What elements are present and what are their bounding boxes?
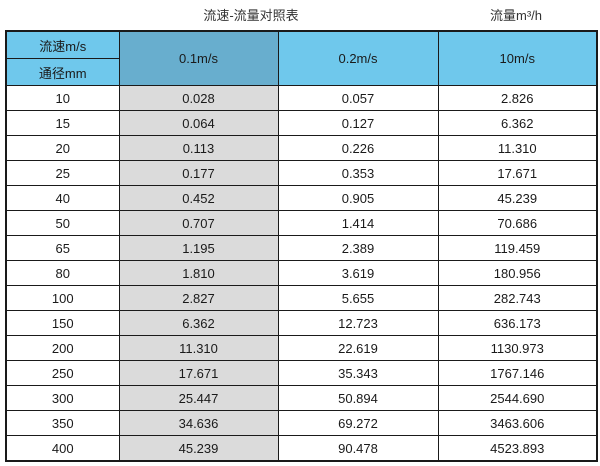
cell-flow-value: 11.310 xyxy=(437,135,598,161)
cell-flow-value: 1767.146 xyxy=(437,360,598,386)
corner-header-diameter: 通径mm xyxy=(5,58,120,86)
table-row: 350 34.636 69.272 3463.606 xyxy=(5,410,598,436)
cell-flow-value: 4523.893 xyxy=(437,435,598,462)
cell-flow-value: 1130.973 xyxy=(437,335,598,361)
cell-diameter: 65 xyxy=(5,235,120,261)
title-bar: 流速-流量对照表 流量m³/h xyxy=(0,0,600,30)
cell-flow-value: 1.810 xyxy=(118,260,279,286)
cell-flow-value: 282.743 xyxy=(437,285,598,311)
cell-diameter: 400 xyxy=(5,435,120,462)
cell-flow-value: 34.636 xyxy=(118,410,279,436)
table-row: 25 0.177 0.353 17.671 xyxy=(5,160,598,186)
cell-flow-value: 2544.690 xyxy=(437,385,598,411)
cell-flow-value: 180.956 xyxy=(437,260,598,286)
cell-flow-value: 11.310 xyxy=(118,335,279,361)
cell-flow-value: 636.173 xyxy=(437,310,598,336)
cell-diameter: 300 xyxy=(5,385,120,411)
page-title: 流速-流量对照表 xyxy=(203,8,299,23)
cell-diameter: 200 xyxy=(5,335,120,361)
cell-flow-value: 0.177 xyxy=(118,160,279,186)
table-row: 300 25.447 50.894 2544.690 xyxy=(5,385,598,411)
cell-flow-value: 45.239 xyxy=(118,435,279,462)
cell-flow-value: 0.127 xyxy=(277,110,439,136)
column-header-0-1ms: 0.1m/s xyxy=(118,30,279,86)
flow-unit-label: 流量m³/h xyxy=(489,8,543,23)
cell-flow-value: 0.028 xyxy=(118,85,279,111)
cell-flow-value: 0.113 xyxy=(118,135,279,161)
cell-flow-value: 35.343 xyxy=(277,360,439,386)
cell-diameter: 350 xyxy=(5,410,120,436)
table-row: 80 1.810 3.619 180.956 xyxy=(5,260,598,286)
cell-diameter: 250 xyxy=(5,360,120,386)
cell-flow-value: 1.195 xyxy=(118,235,279,261)
cell-flow-value: 3.619 xyxy=(277,260,439,286)
cell-flow-value: 50.894 xyxy=(277,385,439,411)
cell-flow-value: 0.064 xyxy=(118,110,279,136)
table-row: 50 0.707 1.414 70.686 xyxy=(5,210,598,236)
cell-flow-value: 69.272 xyxy=(277,410,439,436)
cell-diameter: 10 xyxy=(5,85,120,111)
cell-flow-value: 0.905 xyxy=(277,185,439,211)
cell-diameter: 15 xyxy=(5,110,120,136)
cell-flow-value: 119.459 xyxy=(437,235,598,261)
column-header-0-2ms: 0.2m/s xyxy=(277,30,439,86)
cell-diameter: 50 xyxy=(5,210,120,236)
cell-flow-value: 45.239 xyxy=(437,185,598,211)
cell-flow-value: 6.362 xyxy=(118,310,279,336)
table-row: 20 0.113 0.226 11.310 xyxy=(5,135,598,161)
table-row: 400 45.239 90.478 4523.893 xyxy=(5,435,598,462)
table-row: 150 6.362 12.723 636.173 xyxy=(5,310,598,336)
cell-diameter: 20 xyxy=(5,135,120,161)
header-row-bottom: 通径mm xyxy=(5,58,597,86)
cell-flow-value: 17.671 xyxy=(118,360,279,386)
cell-flow-value: 90.478 xyxy=(277,435,439,462)
cell-flow-value: 5.655 xyxy=(277,285,439,311)
table-row: 65 1.195 2.389 119.459 xyxy=(5,235,598,261)
cell-flow-value: 6.362 xyxy=(437,110,598,136)
header-row-top: 流速m/s 0.1m/s 0.2m/s 10m/s xyxy=(5,30,598,86)
cell-flow-value: 0.707 xyxy=(118,210,279,236)
cell-flow-value: 2.827 xyxy=(118,285,279,311)
corner-header-velocity: 流速m/s xyxy=(5,30,120,59)
cell-diameter: 25 xyxy=(5,160,120,186)
cell-diameter: 80 xyxy=(5,260,120,286)
table-row: 250 17.671 35.343 1767.146 xyxy=(5,360,598,386)
table-row: 100 2.827 5.655 282.743 xyxy=(5,285,598,311)
cell-flow-value: 22.619 xyxy=(277,335,439,361)
cell-diameter: 40 xyxy=(5,185,120,211)
cell-flow-value: 17.671 xyxy=(437,160,598,186)
cell-flow-value: 70.686 xyxy=(437,210,598,236)
table-row: 200 11.310 22.619 1130.973 xyxy=(5,335,598,361)
cell-flow-value: 12.723 xyxy=(277,310,439,336)
cell-flow-value: 3463.606 xyxy=(437,410,598,436)
cell-flow-value: 1.414 xyxy=(277,210,439,236)
cell-flow-value: 0.057 xyxy=(277,85,439,111)
table-header: 流速m/s 0.1m/s 0.2m/s 10m/s 通径mm xyxy=(5,30,598,86)
flow-rate-table: 流速m/s 0.1m/s 0.2m/s 10m/s 通径mm 10 0.028 0.… xyxy=(5,30,598,462)
table-row: 40 0.452 0.905 45.239 xyxy=(5,185,598,211)
cell-flow-value: 2.389 xyxy=(277,235,439,261)
cell-flow-value: 2.826 xyxy=(437,85,598,111)
cell-flow-value: 0.452 xyxy=(118,185,279,211)
cell-flow-value: 25.447 xyxy=(118,385,279,411)
table-row: 10 0.028 0.057 2.826 xyxy=(5,85,598,111)
cell-diameter: 100 xyxy=(5,285,120,311)
column-header-10ms: 10m/s xyxy=(437,30,598,86)
table-body: 10 0.028 0.057 2.826 15 0.064 0.127 6.362 20 0.11… xyxy=(5,85,598,462)
cell-diameter: 150 xyxy=(5,310,120,336)
cell-flow-value: 0.353 xyxy=(277,160,439,186)
table-row: 15 0.064 0.127 6.362 xyxy=(5,110,598,136)
cell-flow-value: 0.226 xyxy=(277,135,439,161)
